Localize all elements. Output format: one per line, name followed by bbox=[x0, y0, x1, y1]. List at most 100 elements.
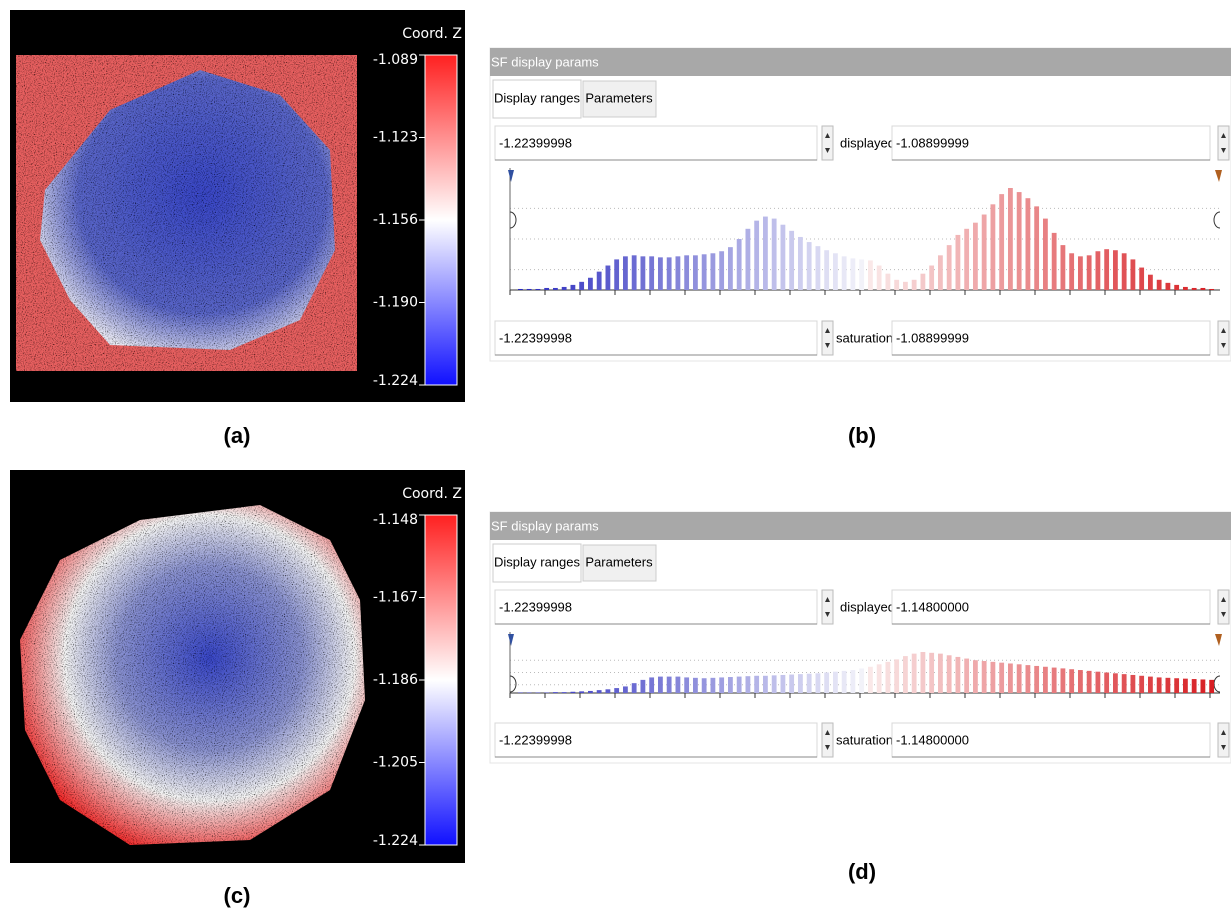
histogram-bar bbox=[789, 674, 795, 693]
spinner-down bbox=[825, 745, 830, 750]
histogram-bar bbox=[553, 287, 558, 290]
histogram-bar bbox=[701, 678, 707, 693]
histogram-bar bbox=[1095, 251, 1101, 290]
histogram-bar bbox=[868, 260, 873, 290]
title-bar bbox=[490, 512, 1231, 540]
histogram-bar bbox=[780, 674, 786, 693]
panel-border bbox=[489, 47, 1231, 362]
spinner[interactable] bbox=[821, 125, 834, 161]
histogram-bar bbox=[981, 214, 987, 290]
histogram-bar bbox=[1209, 288, 1215, 290]
histogram-bar bbox=[771, 218, 777, 290]
histogram-bar bbox=[579, 281, 585, 290]
histogram-bar bbox=[1121, 674, 1127, 693]
histogram-bar bbox=[1113, 250, 1118, 290]
tab-active[interactable] bbox=[492, 543, 582, 583]
spinner[interactable] bbox=[1217, 722, 1230, 758]
histogram-bar bbox=[675, 676, 681, 693]
input-field[interactable] bbox=[891, 722, 1211, 758]
histogram-bar bbox=[1183, 678, 1188, 693]
histogram-bar bbox=[911, 653, 917, 693]
histogram-bar bbox=[806, 673, 812, 693]
histogram-bar bbox=[938, 653, 943, 693]
histogram-bar bbox=[719, 251, 725, 290]
histogram-bar bbox=[903, 656, 908, 693]
tab[interactable] bbox=[582, 80, 657, 118]
input-field[interactable] bbox=[891, 320, 1211, 356]
spinner[interactable] bbox=[1217, 125, 1230, 161]
histogram-bar bbox=[728, 677, 733, 693]
histogram-bar bbox=[1016, 192, 1022, 290]
spinner[interactable] bbox=[821, 320, 834, 356]
input-field[interactable] bbox=[494, 589, 818, 625]
histogram-bar bbox=[929, 652, 935, 693]
handle-left bbox=[509, 211, 517, 229]
histogram-bar bbox=[798, 236, 803, 290]
spinner-down bbox=[1221, 745, 1226, 750]
histogram-bar bbox=[1051, 667, 1057, 693]
histogram-bar bbox=[859, 668, 865, 693]
spinner-up bbox=[825, 730, 830, 735]
tab[interactable] bbox=[582, 544, 657, 582]
field-label: displayed bbox=[840, 135, 895, 150]
histogram-bar bbox=[544, 287, 550, 290]
spinner-down bbox=[825, 148, 830, 153]
histogram-bar bbox=[763, 216, 768, 290]
colorbar-label: -1.224 bbox=[373, 373, 418, 389]
spinner-up bbox=[825, 133, 830, 138]
tab-label: Display ranges bbox=[494, 90, 580, 105]
tab-active[interactable] bbox=[492, 79, 582, 119]
histogram-bar bbox=[1016, 664, 1022, 693]
panel-title: SF display params bbox=[491, 518, 599, 533]
input-value: -1.22399998 bbox=[499, 330, 572, 345]
colorbar bbox=[424, 514, 458, 846]
histogram-bar bbox=[614, 259, 620, 290]
panel-label: (b) bbox=[848, 423, 876, 448]
histogram-bar bbox=[658, 676, 663, 693]
spinner[interactable] bbox=[821, 589, 834, 625]
histogram-bar bbox=[806, 242, 812, 290]
histogram-bar bbox=[1069, 253, 1075, 290]
input-field[interactable] bbox=[494, 125, 818, 161]
histogram-bar bbox=[1060, 245, 1066, 290]
input-field[interactable] bbox=[891, 125, 1211, 161]
histogram-bar bbox=[710, 253, 716, 290]
histogram-bar bbox=[1148, 274, 1153, 290]
colorbar-label: -1.148 bbox=[373, 512, 418, 528]
field-label: saturation bbox=[836, 330, 893, 345]
histogram-bar bbox=[841, 670, 847, 693]
histogram-bar bbox=[526, 288, 532, 290]
histogram-bar bbox=[1200, 679, 1206, 693]
histogram-bar bbox=[649, 677, 655, 693]
spinner-down bbox=[1221, 343, 1226, 348]
histogram-bar bbox=[1148, 676, 1153, 693]
spinner-down bbox=[1221, 148, 1226, 153]
histogram-bar bbox=[876, 664, 882, 693]
colorbar-label: -1.205 bbox=[373, 755, 418, 771]
histogram-bar bbox=[640, 679, 646, 693]
spinner-down bbox=[1221, 612, 1226, 617]
histogram-bar bbox=[1034, 665, 1040, 693]
histogram-bar bbox=[728, 247, 733, 290]
histogram-bar bbox=[596, 690, 602, 693]
histogram-bar bbox=[1191, 287, 1197, 290]
histogram-bar bbox=[658, 257, 663, 290]
spinner-up bbox=[825, 328, 830, 333]
histogram-bar bbox=[666, 676, 672, 693]
histogram-bar bbox=[1130, 259, 1136, 290]
spinner[interactable] bbox=[821, 722, 834, 758]
histogram-bar bbox=[1060, 668, 1066, 693]
histogram-bar bbox=[588, 277, 593, 290]
histogram-bar bbox=[631, 683, 637, 693]
spinner[interactable] bbox=[1217, 589, 1230, 625]
colorbar-label: -1.186 bbox=[373, 672, 418, 688]
histogram-bar bbox=[596, 271, 602, 290]
histogram-bar bbox=[999, 194, 1005, 290]
histogram-bar bbox=[561, 286, 567, 290]
input-field[interactable] bbox=[891, 589, 1211, 625]
histogram-bar bbox=[1104, 249, 1110, 290]
histogram-bar bbox=[1200, 287, 1206, 290]
tab-label: Display ranges bbox=[494, 554, 580, 569]
field-label: displayed bbox=[840, 599, 895, 614]
spinner[interactable] bbox=[1217, 320, 1230, 356]
